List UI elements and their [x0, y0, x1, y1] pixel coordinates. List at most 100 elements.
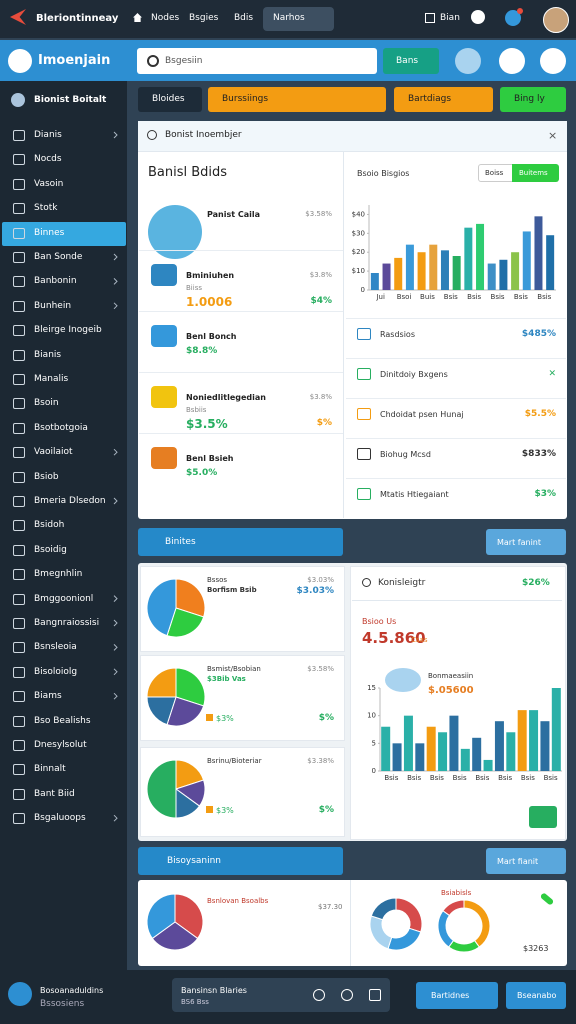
row-value: $3%: [534, 489, 556, 499]
sidebar-item[interactable]: Bsiob: [34, 471, 59, 482]
bar: [429, 244, 438, 290]
nav-tab[interactable]: Bsgies: [189, 13, 219, 23]
nav-tab[interactable]: Nodes: [151, 13, 180, 23]
sidebar-item[interactable]: Bsidoh: [34, 520, 65, 531]
action-button[interactable]: [208, 87, 386, 112]
chevron: [113, 644, 118, 651]
logo-icon: [8, 49, 32, 73]
divider: [350, 880, 351, 966]
avatar[interactable]: [543, 7, 569, 33]
globe-icon[interactable]: [505, 10, 521, 26]
sidebar-icon: [13, 203, 25, 215]
nav-tab[interactable]: Bdis: [234, 13, 254, 23]
section-band: [138, 847, 343, 875]
bar: [494, 721, 504, 771]
sidebar-item[interactable]: Bangnraiossisi: [34, 618, 100, 628]
sidebar-item[interactable]: Vasoin: [34, 178, 64, 189]
y-tick-label: 15: [367, 684, 376, 692]
row-icon: [357, 368, 371, 380]
sidebar-item[interactable]: Binnes: [34, 227, 65, 238]
sidebar-item[interactable]: Bsnsleoia: [34, 642, 77, 653]
donut-slice: [395, 897, 423, 933]
action-button[interactable]: [529, 806, 557, 828]
row-side2: $%: [316, 418, 332, 428]
action-button[interactable]: [138, 87, 202, 112]
footer-input[interactable]: [172, 978, 390, 1012]
band-button[interactable]: [486, 529, 566, 555]
donut-slice: [369, 915, 393, 950]
panel-icon: [147, 130, 157, 140]
sidebar-item[interactable]: Dianis: [34, 130, 62, 140]
toggle[interactable]: [512, 164, 559, 182]
footer-icon[interactable]: [369, 989, 381, 1001]
sidebar-item[interactable]: Banbonin: [34, 276, 77, 287]
sidebar-item[interactable]: Stotk: [34, 203, 58, 214]
sidebar-item[interactable]: Bant Biid: [34, 788, 75, 799]
card-pct: $3%: [216, 806, 234, 815]
notify-icon[interactable]: [471, 10, 485, 24]
sidebar-item[interactable]: Bmggoonionl: [34, 593, 94, 604]
sidebar-item[interactable]: Bmeria Dlsedon: [34, 496, 106, 506]
search-input[interactable]: [137, 48, 377, 74]
top-search[interactable]: [263, 7, 334, 31]
bar: [472, 737, 482, 771]
sidebar-item[interactable]: Bleirge Inogeib: [34, 325, 102, 336]
sidebar-item[interactable]: Vaoilaiot: [34, 447, 73, 458]
card-label: Bonmaeasiin: [428, 672, 474, 680]
badge: $26%: [522, 578, 550, 588]
sidebar-active: [2, 221, 126, 246]
sidebar-item[interactable]: Nocds: [34, 154, 62, 165]
pie-slice: [175, 578, 206, 618]
band-button[interactable]: [486, 848, 566, 874]
footer-button[interactable]: [506, 982, 566, 1009]
sidebar-icon: [13, 520, 25, 532]
action-button[interactable]: [500, 87, 566, 112]
sidebar-item[interactable]: Bsoin: [34, 398, 59, 409]
sidebar-item[interactable]: Bianis: [34, 349, 62, 360]
sidebar-item[interactable]: Bunhein: [34, 300, 72, 311]
sidebar-icon: [13, 715, 25, 727]
sidebar-icon: [13, 374, 25, 385]
sidebar-item[interactable]: Ban Sonde: [34, 252, 83, 262]
footer-icon[interactable]: [341, 989, 353, 1001]
bar: [529, 710, 539, 771]
menu-label[interactable]: Bian: [440, 13, 460, 23]
pie-slice: [175, 759, 205, 790]
toggle-label: Boiss: [485, 169, 504, 177]
sidebar-item[interactable]: Bsotbotgoia: [34, 422, 88, 433]
sidebar-item[interactable]: Bsgaluoops: [34, 813, 86, 824]
card-title: Bsrinu/Bioteriar: [207, 757, 262, 765]
sidebar-item[interactable]: Biams: [34, 691, 62, 702]
sidebar-item[interactable]: Dnesylsolut: [34, 740, 87, 750]
row-icon: [357, 328, 371, 340]
close-icon[interactable]: ×: [548, 129, 558, 142]
search-button[interactable]: [383, 48, 439, 74]
footer-button[interactable]: [416, 982, 498, 1009]
sidebar-item[interactable]: Bsoidig: [34, 544, 67, 555]
donut-slice: [437, 910, 455, 948]
action-button[interactable]: [394, 87, 493, 112]
panel: [138, 121, 567, 519]
bar: [417, 252, 426, 290]
card-title: Bsmist/Bsobian: [207, 665, 261, 673]
x-tick-label: Bsis: [444, 293, 458, 301]
sidebar-item[interactable]: Manalis: [34, 374, 69, 384]
header-avatar[interactable]: [455, 48, 481, 74]
card-label: Bsiabisls: [441, 889, 472, 897]
sidebar-icon: [13, 544, 25, 556]
sidebar-title: Bionist Boitalt: [34, 95, 107, 105]
sidebar-item[interactable]: Bisoloiolg: [34, 666, 78, 677]
sidebar-item[interactable]: Bmegnhlin: [34, 569, 83, 580]
home-icon: [133, 13, 142, 22]
sidebar-icon: [13, 740, 25, 751]
card-sub: $3Bib Vas: [207, 675, 246, 683]
pie-slice: [174, 893, 204, 940]
footer-icon[interactable]: [313, 989, 325, 1001]
header-icon[interactable]: [540, 48, 566, 74]
footer-input-title: Bansinsn Blaries: [181, 986, 247, 995]
sidebar-item[interactable]: Binnalt: [34, 764, 66, 775]
x-tick-label: Bsis: [491, 293, 505, 301]
sidebar-item[interactable]: Bso Bealishs: [34, 715, 91, 726]
y-tick-label: 0: [361, 286, 365, 294]
header-icon[interactable]: [499, 48, 525, 74]
